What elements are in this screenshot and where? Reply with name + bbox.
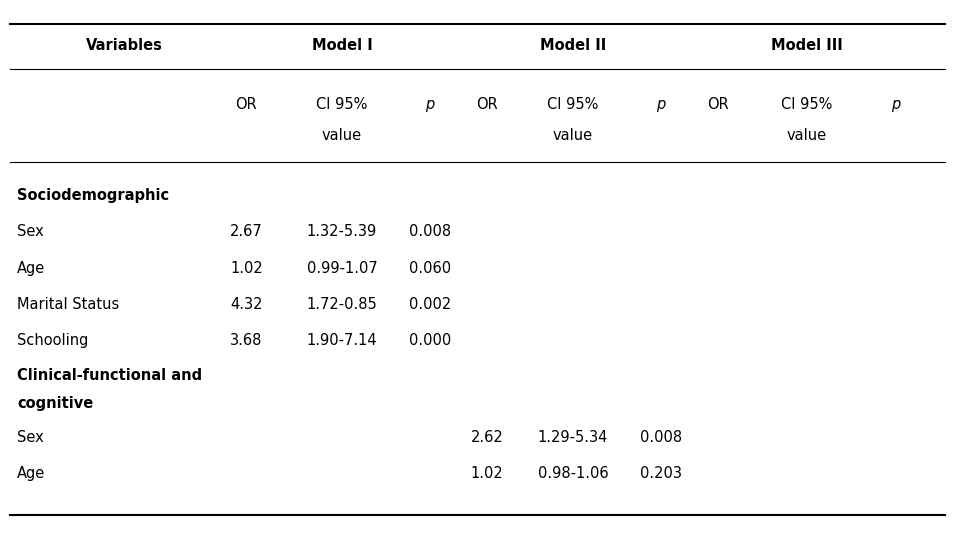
Text: Model I: Model I <box>311 38 372 53</box>
Text: Sociodemographic: Sociodemographic <box>17 188 169 203</box>
Text: 4.32: 4.32 <box>230 297 263 312</box>
Text: Clinical-functional and: Clinical-functional and <box>17 368 202 383</box>
Text: p: p <box>891 97 901 112</box>
Text: 3.68: 3.68 <box>230 333 263 348</box>
Text: cognitive: cognitive <box>17 396 94 411</box>
Text: 1.02: 1.02 <box>471 466 503 481</box>
Text: 0.008: 0.008 <box>409 224 451 239</box>
Text: 0.99-1.07: 0.99-1.07 <box>307 261 377 276</box>
Text: Model III: Model III <box>771 38 843 53</box>
Text: 1.32-5.39: 1.32-5.39 <box>307 224 377 239</box>
Text: value: value <box>787 128 827 143</box>
Text: CI 95%: CI 95% <box>316 97 368 112</box>
Text: 2.67: 2.67 <box>230 224 263 239</box>
Text: Age: Age <box>17 466 46 481</box>
Text: CI 95%: CI 95% <box>547 97 599 112</box>
Text: value: value <box>322 128 362 143</box>
Text: 1.02: 1.02 <box>230 261 263 276</box>
Text: value: value <box>553 128 593 143</box>
Text: p: p <box>425 97 435 112</box>
Text: OR: OR <box>477 97 498 112</box>
Text: Schooling: Schooling <box>17 333 89 348</box>
Text: 0.008: 0.008 <box>640 430 682 445</box>
Text: 0.002: 0.002 <box>409 297 451 312</box>
Text: 1.90-7.14: 1.90-7.14 <box>307 333 377 348</box>
Text: Sex: Sex <box>17 430 44 445</box>
Text: p: p <box>656 97 666 112</box>
Text: 1.72-0.85: 1.72-0.85 <box>307 297 377 312</box>
Text: 0.000: 0.000 <box>409 333 451 348</box>
Text: 0.203: 0.203 <box>640 466 682 481</box>
Text: Model II: Model II <box>540 38 606 53</box>
Text: Age: Age <box>17 261 46 276</box>
Text: OR: OR <box>236 97 257 112</box>
Text: OR: OR <box>708 97 729 112</box>
Text: 1.29-5.34: 1.29-5.34 <box>538 430 608 445</box>
Text: Variables: Variables <box>86 38 162 53</box>
Text: 0.060: 0.060 <box>409 261 451 276</box>
Text: Marital Status: Marital Status <box>17 297 119 312</box>
Text: Sex: Sex <box>17 224 44 239</box>
Text: 0.98-1.06: 0.98-1.06 <box>538 466 608 481</box>
Text: CI 95%: CI 95% <box>781 97 833 112</box>
Text: 2.62: 2.62 <box>471 430 503 445</box>
